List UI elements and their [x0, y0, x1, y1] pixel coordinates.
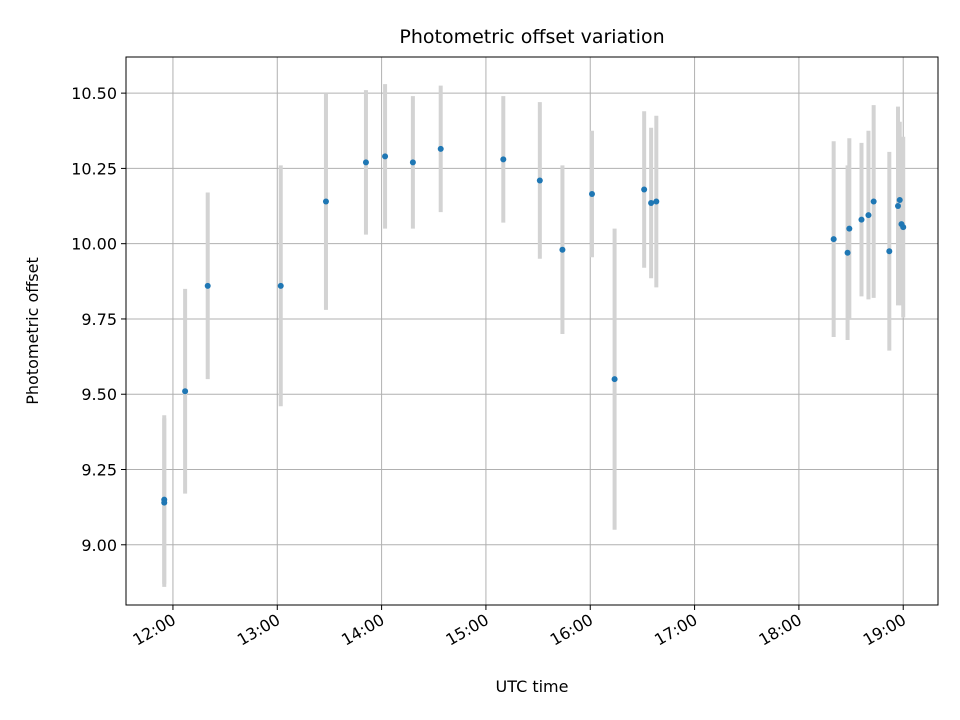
- data-point: [844, 249, 851, 256]
- x-tick-label: 16:00: [547, 610, 596, 650]
- y-axis-label: Photometric offset: [23, 257, 42, 405]
- y-tick-label: 10.00: [71, 235, 117, 254]
- data-point: [870, 198, 877, 205]
- data-point: [362, 159, 369, 166]
- data-point: [588, 191, 595, 197]
- y-tick-label: 9.75: [81, 310, 117, 329]
- y-tick-label: 10.50: [71, 84, 117, 103]
- data-point: [559, 246, 566, 253]
- data-point: [437, 145, 444, 152]
- data-point: [204, 282, 211, 289]
- data-point: [536, 177, 543, 184]
- x-tick-label: 15:00: [442, 610, 491, 650]
- chart-title: Photometric offset variation: [399, 26, 664, 48]
- data-point: [500, 156, 507, 163]
- data-point: [382, 153, 389, 160]
- data-point: [322, 198, 329, 205]
- axis-ticks: 12:00 13:00 14:00 15:00 16:00 17:00 18:00 19:00…: [71, 84, 909, 649]
- grid: [126, 57, 938, 605]
- data-point: [611, 376, 618, 383]
- data-point: [895, 203, 902, 210]
- data-point: [641, 186, 648, 193]
- data-point: [858, 216, 865, 223]
- y-tick-label: 10.25: [71, 159, 117, 178]
- data-points: [161, 145, 907, 506]
- data-point: [409, 159, 416, 166]
- data-point: [161, 499, 168, 506]
- plot-frame: [125, 56, 939, 606]
- x-tick-label: 13:00: [234, 610, 283, 650]
- data-point: [653, 198, 660, 205]
- data-point: [886, 248, 893, 255]
- x-tick-label: 14:00: [338, 610, 387, 650]
- x-tick-label: 17:00: [651, 610, 700, 650]
- data-point: [830, 236, 837, 243]
- x-tick-label: 19:00: [860, 610, 909, 650]
- x-tick-label: 12:00: [130, 610, 179, 650]
- y-tick-label: 9.25: [81, 461, 117, 480]
- y-tick-label: 9.50: [81, 385, 117, 404]
- data-point: [182, 388, 189, 395]
- data-point: [277, 282, 284, 289]
- data-point: [896, 197, 903, 204]
- x-tick-label: 18:00: [755, 610, 804, 650]
- data-point: [865, 212, 872, 219]
- data-point: [648, 200, 655, 207]
- x-axis-label: UTC time: [496, 677, 569, 696]
- y-tick-label: 9.00: [81, 536, 117, 555]
- error-bars: [162, 84, 906, 587]
- data-point: [900, 224, 907, 231]
- data-point: [846, 225, 853, 232]
